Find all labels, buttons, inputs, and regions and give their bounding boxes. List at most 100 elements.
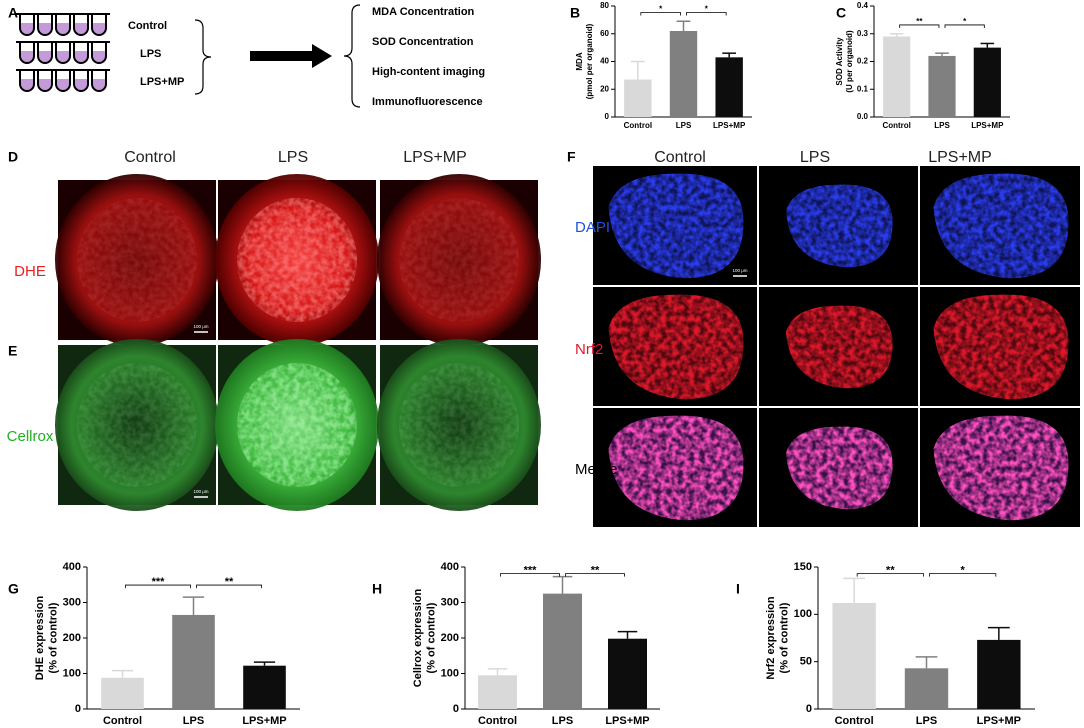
column-header: LPS	[278, 149, 308, 166]
y-axis-label: MDA	[575, 52, 584, 70]
bar	[543, 593, 582, 709]
group-label: Control	[128, 20, 167, 32]
significance-label: **	[591, 565, 600, 577]
well	[19, 42, 35, 64]
bar	[928, 55, 956, 117]
bar	[904, 668, 949, 709]
significance-label: *	[961, 565, 966, 577]
significance-bracket	[944, 24, 985, 28]
y-tick-label: 0	[75, 703, 81, 715]
well	[55, 14, 71, 36]
well-liquid	[74, 51, 88, 63]
x-tick-label: LPS+MP	[713, 121, 746, 130]
significance-label: **	[225, 576, 234, 588]
y-tick-label: 0.2	[857, 57, 869, 66]
x-tick-label: LPS+MP	[242, 715, 286, 727]
bar	[243, 665, 286, 709]
y-axis-label: SOD Activity	[835, 37, 844, 86]
bar	[478, 675, 517, 709]
well-liquid	[92, 51, 106, 63]
y-axis-label: DHE expression	[34, 596, 46, 681]
output-label: High-content imaging	[372, 66, 485, 78]
tissue-texture	[608, 173, 744, 279]
well-liquid	[20, 51, 34, 63]
bar	[624, 79, 652, 117]
tissue-texture	[608, 415, 744, 521]
bar	[715, 57, 743, 117]
x-tick-label: LPS	[183, 715, 204, 727]
x-tick-label: Control	[882, 121, 910, 130]
arrow	[250, 44, 332, 68]
error-bar	[630, 60, 645, 80]
y-tick-label: 400	[63, 561, 81, 573]
well-liquid	[20, 23, 34, 35]
bar	[669, 30, 698, 118]
panel-label: G	[8, 581, 19, 597]
well-liquid	[74, 79, 88, 91]
significance-bracket	[640, 12, 681, 16]
error-bar	[889, 33, 904, 37]
error-bar	[253, 661, 276, 666]
y-tick-label: 40	[600, 57, 609, 66]
scale-bar-label: 100 μm	[193, 489, 208, 494]
well-liquid	[38, 23, 52, 35]
group-label: LPS+MP	[140, 76, 184, 88]
well	[37, 70, 53, 92]
error-bar	[980, 42, 995, 48]
y-tick-label: 200	[63, 632, 81, 644]
y-tick-label: 0.1	[857, 84, 869, 93]
x-tick-label: LPS+MP	[971, 121, 1004, 130]
y-tick-label: 20	[600, 84, 609, 93]
y-tick-label: 80	[600, 1, 609, 10]
panel-label: B	[570, 5, 580, 21]
y-tick-label: 300	[63, 596, 81, 608]
error-bar	[552, 575, 573, 594]
panel-label: C	[836, 5, 846, 21]
error-bar	[935, 52, 949, 56]
y-axis-label: (U per organoid)	[845, 30, 854, 93]
y-tick-label: 100	[63, 667, 81, 679]
error-bar	[987, 626, 1010, 640]
error-bar	[722, 52, 737, 58]
bar	[101, 677, 144, 709]
brace	[343, 4, 361, 108]
tissue-texture	[933, 294, 1069, 400]
error-bar	[111, 669, 134, 678]
organoid-texture	[77, 363, 197, 487]
well	[91, 70, 107, 92]
y-tick-label: 400	[441, 561, 459, 573]
error-bar	[843, 577, 866, 603]
y-tick-label: 0.0	[857, 112, 869, 121]
row-label: Nrf2	[575, 341, 603, 358]
significance-bracket	[899, 24, 940, 28]
error-bar	[182, 596, 205, 615]
y-tick-label: 0.4	[857, 1, 869, 10]
organoid-texture	[237, 198, 357, 322]
scale-bar-label: 100 μm	[193, 324, 208, 329]
row-label: Merge	[575, 461, 618, 478]
y-tick-label: 150	[794, 561, 812, 573]
panel-label: I	[736, 581, 740, 597]
y-axis-label: Nrf2 expression	[765, 596, 777, 679]
brace	[194, 19, 212, 95]
significance-label: *	[705, 5, 709, 14]
tissue-texture	[933, 415, 1069, 521]
tissue-texture	[933, 173, 1069, 279]
significance-label: **	[916, 17, 923, 26]
well	[55, 70, 71, 92]
well-liquid	[56, 51, 70, 63]
well-liquid	[92, 79, 106, 91]
y-tick-label: 100	[441, 667, 459, 679]
well	[73, 70, 89, 92]
column-header: LPS	[800, 149, 830, 166]
panel-label: E	[8, 343, 17, 359]
y-tick-label: 0	[605, 112, 610, 121]
bar	[973, 47, 1001, 117]
scale-bar-label: 100 μm	[732, 268, 747, 273]
x-tick-label: LPS	[676, 121, 692, 130]
output-label: SOD Concentration	[372, 36, 474, 48]
y-tick-label: 0	[806, 703, 812, 715]
x-tick-label: LPS+MP	[605, 715, 649, 727]
x-tick-label: LPS+MP	[977, 715, 1021, 727]
tissue-texture	[608, 294, 744, 400]
